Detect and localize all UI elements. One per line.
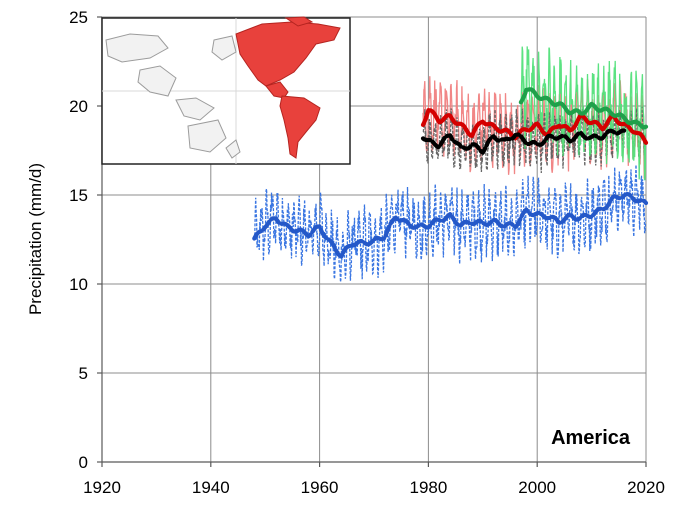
tick-labels: 0 5 10 15 20 25 1920 1940 1960 1980 2000 2020 [69, 8, 665, 497]
series-2-monthly-line [422, 106, 646, 174]
x-tick-label: 1940 [192, 478, 230, 497]
series-2-smoothed [420, 128, 627, 155]
y-tick-label: 25 [69, 8, 88, 27]
x-tick-label: 1960 [301, 478, 339, 497]
series-3-smoothed-line [518, 87, 649, 130]
old-world-outline [105, 33, 241, 159]
y-tick-label: 10 [69, 275, 88, 294]
x-tick-label: 2000 [518, 478, 556, 497]
series-1-smoothed [420, 108, 649, 145]
inset-map [101, 16, 351, 165]
series-0-monthly-line [253, 164, 646, 283]
y-tick-label: 15 [69, 186, 88, 205]
series-0 [253, 164, 646, 283]
series-2-smoothed-line [420, 128, 627, 155]
series-0-smoothed-line [252, 192, 649, 259]
series-0-smoothed [252, 192, 649, 259]
y-tick-label: 0 [79, 453, 88, 472]
x-tick-label: 1920 [83, 478, 121, 497]
series-layer [252, 46, 649, 283]
x-tick-label: 1980 [409, 478, 447, 497]
series-2 [422, 106, 646, 174]
series-1-smoothed-line [420, 108, 649, 145]
y-tick-label: 20 [69, 97, 88, 116]
region-label: America [551, 427, 631, 449]
y-axis-title: Precipitation (mm/d) [26, 163, 45, 315]
y-tick-label: 5 [79, 364, 88, 383]
series-3-smoothed [518, 87, 649, 130]
x-tick-label: 2020 [627, 478, 665, 497]
americas-highlight [235, 16, 341, 159]
